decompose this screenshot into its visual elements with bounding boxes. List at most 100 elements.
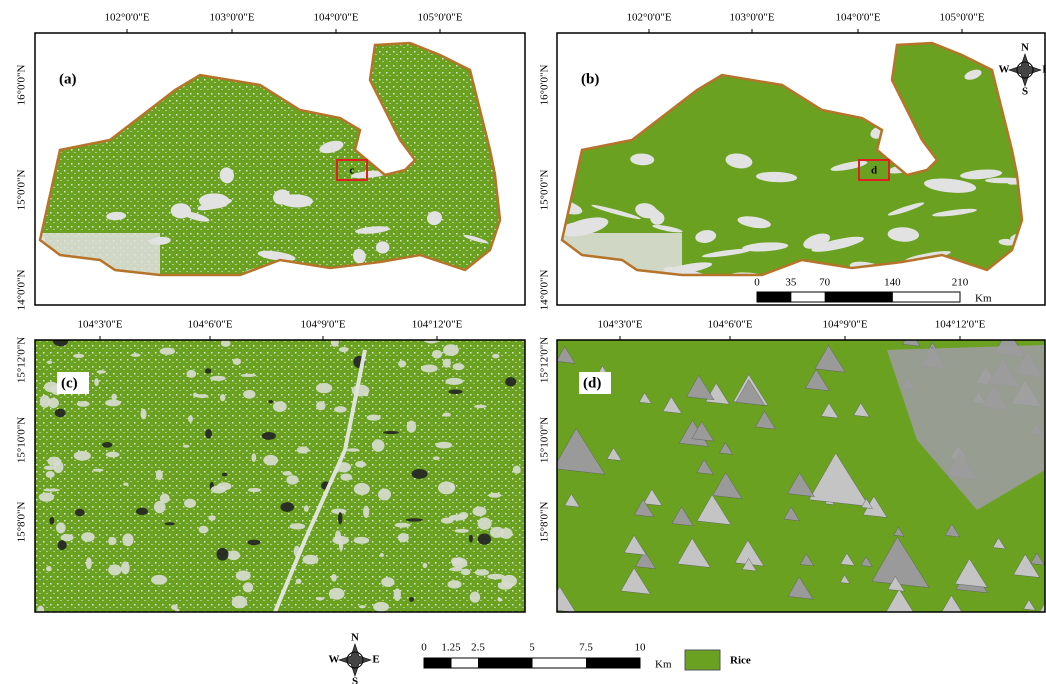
non-rice (445, 378, 463, 385)
non-rice (372, 439, 385, 452)
compass-e: E (1042, 64, 1046, 76)
lon-label: 102°0'0"E (626, 12, 671, 24)
non-rice (338, 512, 342, 524)
non-rice (498, 582, 513, 590)
non-rice (141, 409, 147, 420)
non-rice (43, 488, 60, 491)
non-rice (398, 360, 406, 367)
non-rice (102, 442, 112, 448)
non-rice (196, 394, 209, 398)
non-rice (316, 383, 332, 393)
non-rice (108, 564, 121, 575)
scale-seg (825, 292, 893, 302)
non-rice (131, 353, 141, 357)
non-rice (297, 446, 309, 453)
panel-1: d (536, 33, 1046, 355)
non-rice (316, 401, 326, 410)
scale-seg (586, 658, 640, 668)
non-rice (58, 540, 67, 550)
non-rice (243, 390, 256, 399)
non-rice (473, 506, 487, 516)
non-rice (363, 506, 369, 518)
scale-unit: Km (655, 659, 672, 671)
non-rice (16, 244, 37, 254)
non-rice (136, 508, 148, 515)
lat-label: 16°0'0"N (16, 65, 28, 106)
non-rice (156, 470, 163, 480)
non-rice (97, 370, 107, 373)
lon-label: 105°0'0"E (417, 12, 462, 24)
non-rice (329, 588, 345, 600)
non-rice (443, 412, 451, 416)
compass-n: N (351, 632, 359, 644)
panel-3 (547, 330, 1046, 617)
lat-label: 15°8'0"N (539, 502, 551, 543)
non-rice (456, 557, 463, 566)
non-rice (39, 492, 54, 501)
lon-label: 104°0'0"E (313, 12, 358, 24)
non-rice (290, 523, 306, 529)
lon-label: 103°0'0"E (729, 12, 774, 24)
non-rice (243, 582, 253, 592)
lat-label: 15°10'0"N (16, 417, 28, 463)
non-rice (339, 540, 343, 551)
non-rice (398, 533, 409, 542)
non-rice (378, 488, 391, 500)
lon-label: 102°0'0"E (104, 12, 149, 24)
non-rice (492, 354, 499, 359)
non-rice (37, 605, 44, 614)
non-rice (335, 530, 341, 542)
non-rice (453, 363, 465, 370)
non-rice (56, 522, 66, 533)
lon-label: 105°0'0"E (939, 12, 984, 24)
non-rice (248, 488, 261, 492)
non-rice (447, 580, 461, 588)
lon-label: 104°12'0"E (412, 319, 463, 331)
non-rice (92, 469, 103, 472)
non-rice (448, 389, 462, 394)
non-rice (236, 570, 251, 580)
scale-label: 0 (754, 277, 760, 289)
non-rice (316, 597, 324, 600)
figure: c(a)102°0'0"E103°0'0"E104°0'0"E105°0'0"E… (0, 0, 1046, 684)
non-rice (488, 493, 501, 498)
lon-label: 104°0'0"E (835, 12, 880, 24)
non-rice (165, 522, 176, 525)
non-rice (232, 596, 247, 609)
non-rice (367, 415, 381, 421)
compass-s: S (352, 676, 358, 684)
scale-label: 10 (635, 642, 647, 654)
compass-s: S (1022, 86, 1028, 98)
non-rice (171, 604, 178, 610)
non-rice (354, 537, 370, 544)
lat-label: 14°0'0"N (16, 270, 28, 311)
non-rice (211, 485, 226, 493)
lat-label: 15°0'0"N (16, 170, 28, 211)
legend-swatch (685, 650, 720, 670)
panel-0: c (16, 33, 525, 357)
scale-label: 70 (819, 277, 831, 289)
non-rice (381, 577, 394, 587)
non-rice (441, 517, 454, 523)
compass-w: W (999, 64, 1010, 76)
compass-n: N (1021, 42, 1029, 54)
non-rice (81, 532, 95, 542)
panel-label: (c) (61, 375, 78, 391)
lat-label: 15°8'0"N (16, 502, 28, 543)
non-rice (469, 534, 473, 542)
scale-label: 0 (421, 642, 427, 654)
non-rice (280, 502, 294, 512)
lon-label: 104°9'0"E (300, 319, 345, 331)
non-rice (355, 461, 366, 467)
non-rice (220, 394, 225, 401)
non-rice (331, 574, 337, 582)
non-rice (394, 588, 401, 601)
inset-label: d (871, 165, 877, 177)
lon-label: 104°9'0"E (822, 319, 867, 331)
lon-label: 104°6'0"E (707, 319, 752, 331)
lon-label: 104°3'0"E (597, 319, 642, 331)
non-rice (409, 597, 414, 602)
non-rice (199, 526, 209, 534)
non-rice (340, 473, 352, 480)
non-rice (47, 361, 52, 364)
